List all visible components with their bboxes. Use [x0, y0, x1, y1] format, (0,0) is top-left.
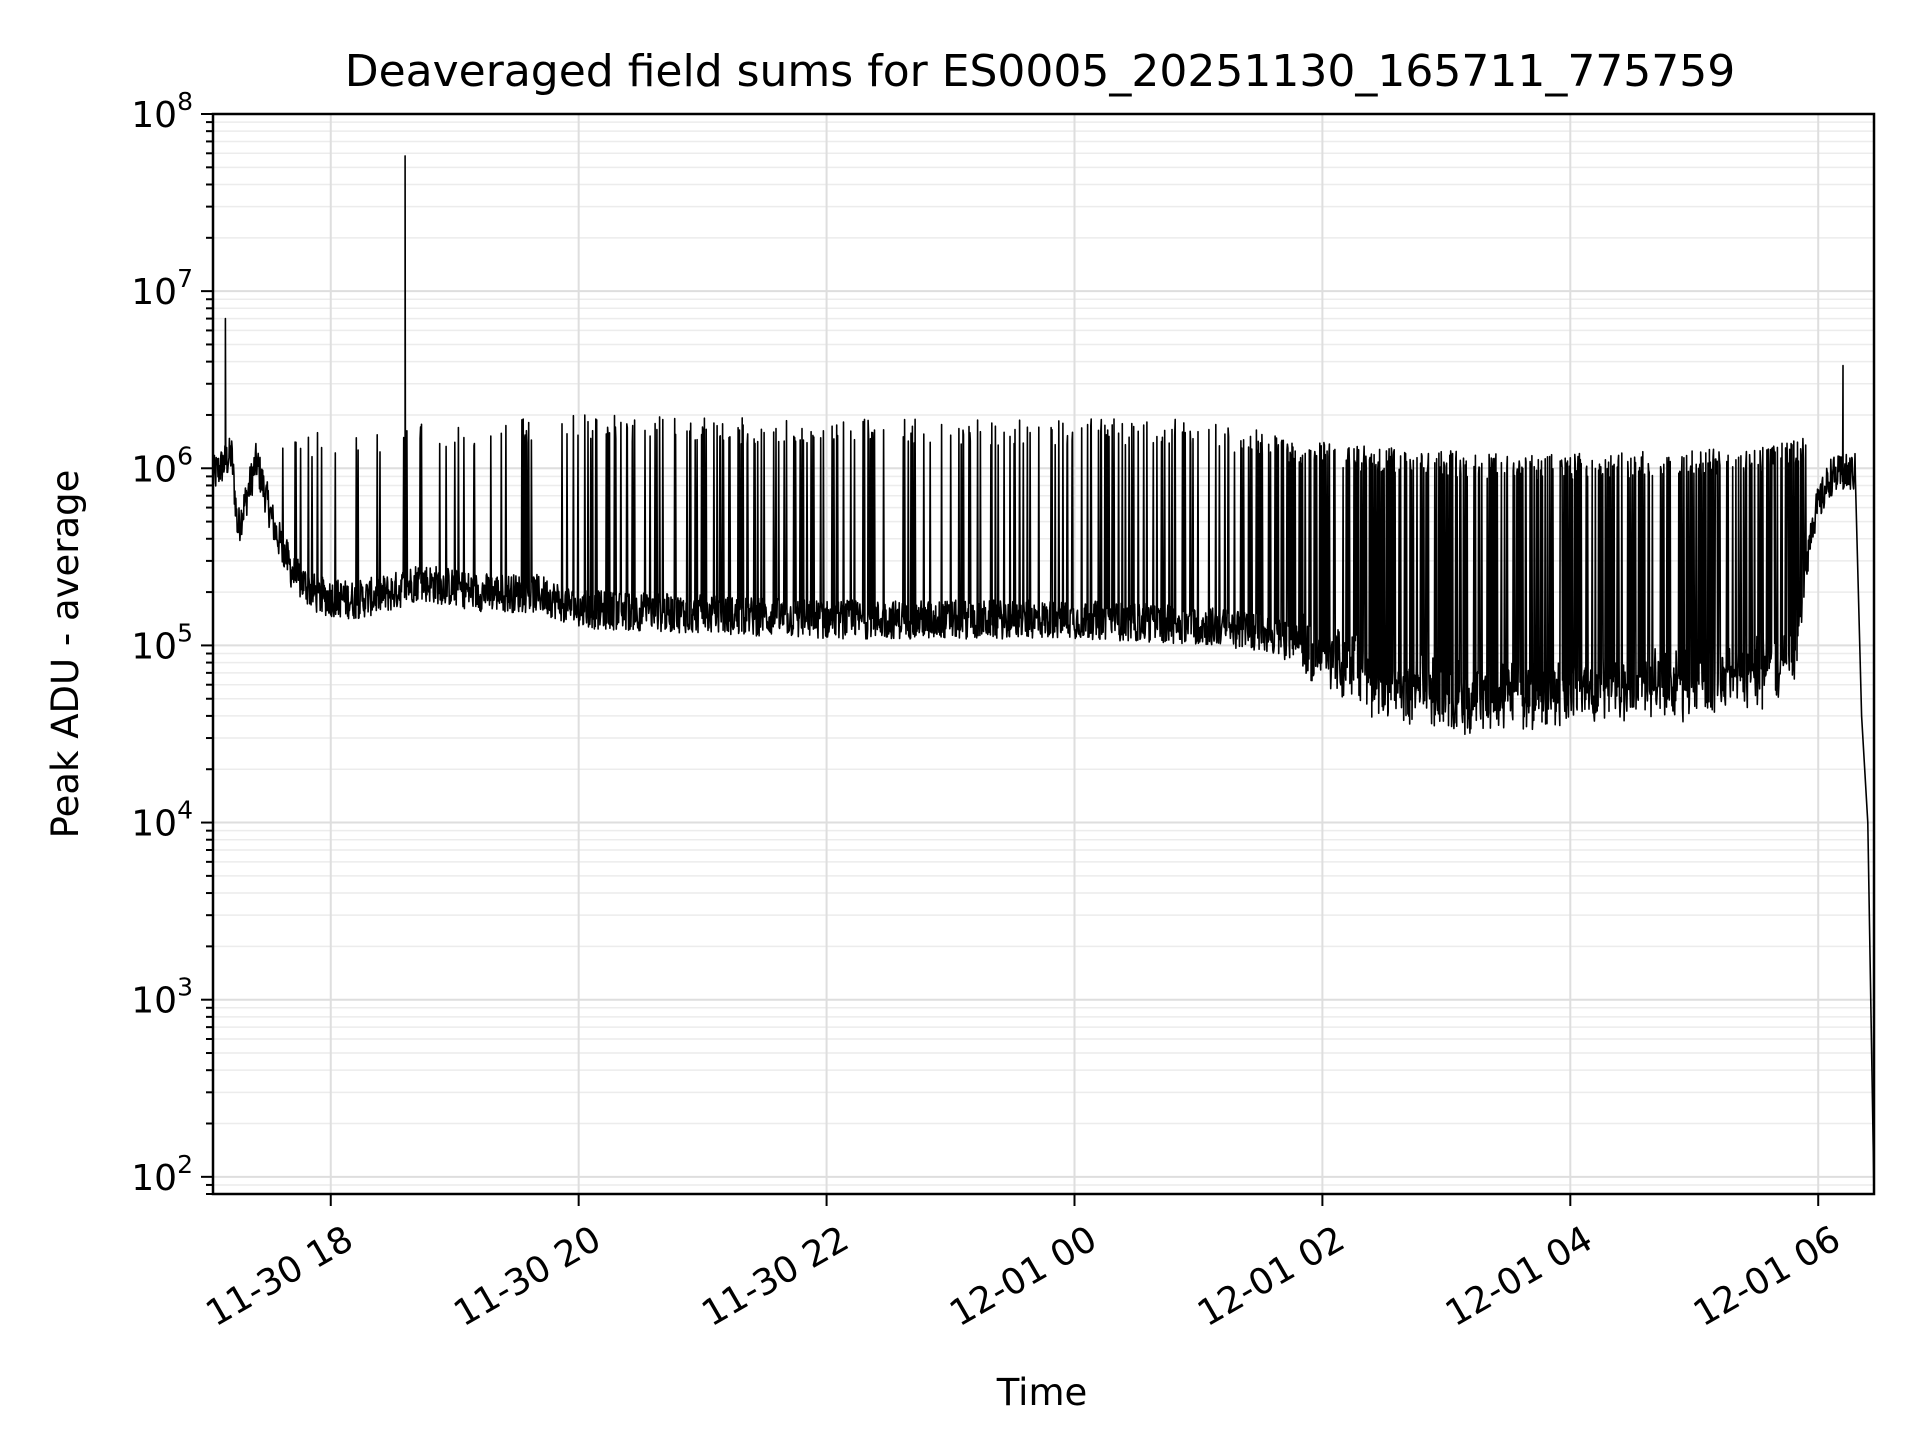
- series-layer: [212, 155, 1875, 1195]
- x-tick-label: 12-01 06: [1687, 1218, 1848, 1334]
- x-axis-label: Time: [996, 1371, 1088, 1414]
- y-axis-label: Peak ADU - average: [44, 470, 87, 839]
- x-tick-label: 12-01 02: [1191, 1218, 1352, 1334]
- x-tick-label: 12-01 04: [1439, 1218, 1600, 1334]
- x-tick-label: 11-30 22: [695, 1218, 856, 1334]
- y-tick-label: 104: [131, 796, 193, 845]
- x-tick-label: 11-30 20: [447, 1218, 608, 1334]
- y-tick-label: 108: [131, 87, 193, 136]
- x-tick-label: 12-01 00: [943, 1218, 1104, 1334]
- axis-ticks: 102 103 104 105 106 107 108 11-30 18 11-30 20 11-…: [131, 87, 1847, 1335]
- chart-title: Deaveraged field sums for ES0005_2025113…: [345, 46, 1736, 97]
- grid: [213, 113, 1874, 1195]
- y-tick-label: 102: [131, 1150, 193, 1199]
- y-tick-label: 106: [131, 441, 193, 490]
- y-tick-label: 105: [131, 618, 193, 667]
- y-tick-label: 103: [131, 973, 193, 1022]
- series-line: [212, 155, 1875, 1195]
- y-tick-label: 107: [131, 264, 193, 313]
- x-tick-label: 11-30 18: [199, 1218, 360, 1334]
